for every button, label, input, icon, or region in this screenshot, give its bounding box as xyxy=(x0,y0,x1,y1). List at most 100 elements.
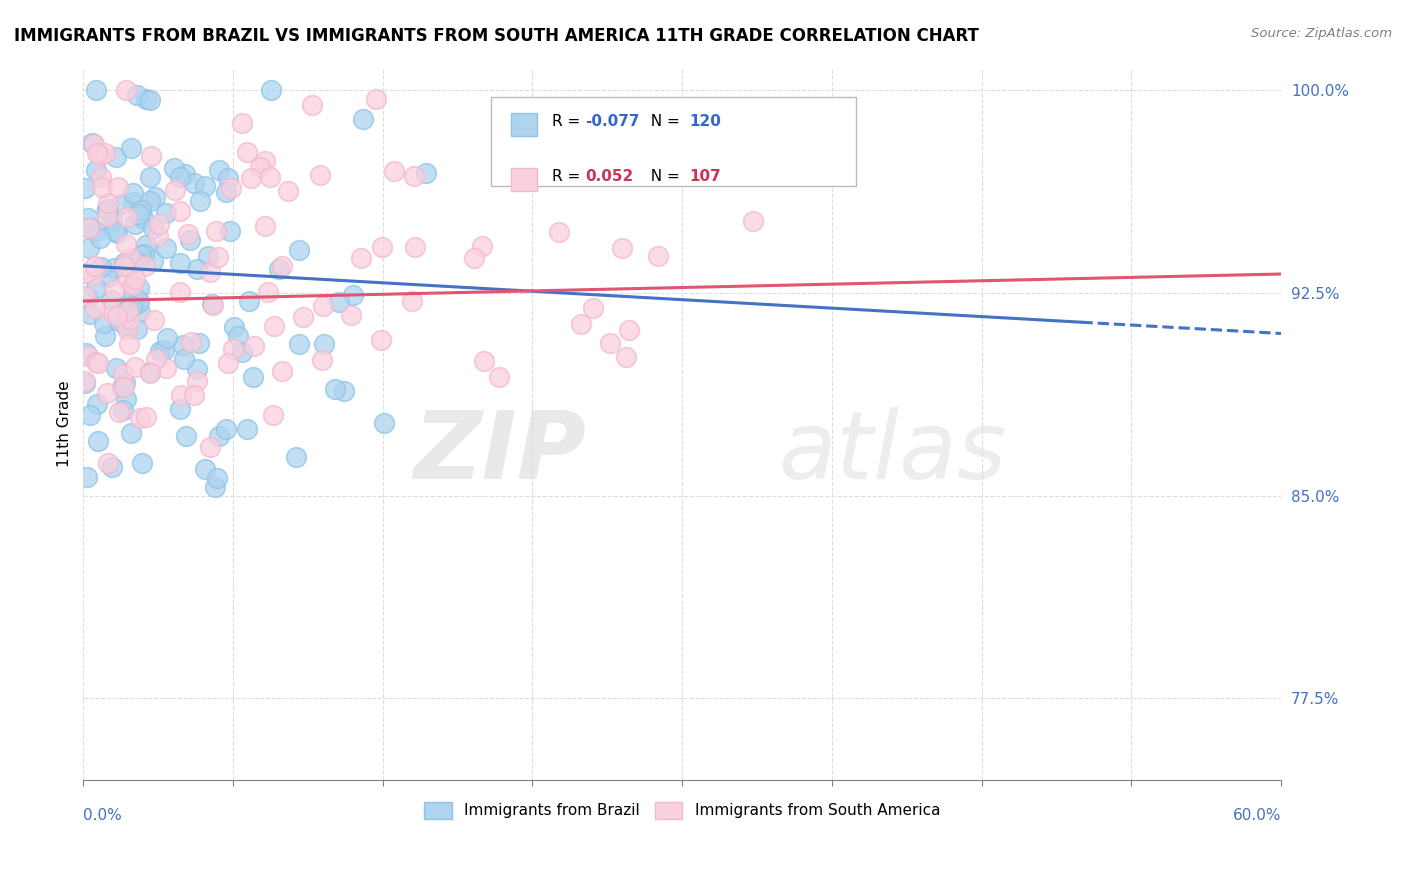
Point xyxy=(238,294,260,309)
Point xyxy=(139,365,162,379)
Text: IMMIGRANTS FROM BRAZIL VS IMMIGRANTS FROM SOUTH AMERICA 11TH GRADE CORRELATION C: IMMIGRANTS FROM BRAZIL VS IMMIGRANTS FRO… xyxy=(14,27,979,45)
Point xyxy=(107,180,129,194)
Point xyxy=(128,281,150,295)
Text: N =: N = xyxy=(641,114,685,129)
Point xyxy=(117,304,139,318)
Point xyxy=(138,194,160,209)
Point xyxy=(90,260,112,275)
Point xyxy=(120,141,142,155)
Point xyxy=(207,250,229,264)
Point xyxy=(155,360,177,375)
Point xyxy=(128,294,150,309)
Point xyxy=(217,170,239,185)
Point xyxy=(222,342,245,356)
Point xyxy=(89,230,111,244)
Text: 120: 120 xyxy=(689,114,721,129)
Point xyxy=(84,355,107,369)
Point xyxy=(117,336,139,351)
Point xyxy=(90,170,112,185)
Point xyxy=(107,313,129,327)
Point xyxy=(82,268,104,282)
Point xyxy=(112,256,135,270)
Point xyxy=(111,403,134,417)
Point xyxy=(96,386,118,401)
Point xyxy=(463,251,485,265)
Point xyxy=(111,368,134,382)
Point xyxy=(90,179,112,194)
Point xyxy=(75,181,97,195)
Point xyxy=(221,181,243,195)
Point xyxy=(285,450,308,465)
Point xyxy=(124,359,146,374)
Point xyxy=(96,209,118,223)
Point xyxy=(257,285,280,299)
Point xyxy=(488,370,510,384)
Point xyxy=(103,261,125,276)
Point xyxy=(647,249,669,263)
Text: R =: R = xyxy=(551,169,585,184)
Point xyxy=(240,170,263,185)
Point xyxy=(134,260,156,274)
Point xyxy=(288,337,311,351)
Point xyxy=(352,112,374,126)
Point xyxy=(131,202,153,217)
Point xyxy=(202,298,225,312)
Point xyxy=(169,285,191,300)
Point xyxy=(201,297,224,311)
Point xyxy=(135,92,157,106)
Point xyxy=(243,339,266,353)
Point xyxy=(308,168,330,182)
Point xyxy=(135,409,157,424)
Text: -0.077: -0.077 xyxy=(585,114,640,129)
Point xyxy=(93,316,115,330)
Point xyxy=(340,308,363,322)
Point xyxy=(75,289,97,303)
Point xyxy=(79,241,101,255)
Point xyxy=(84,281,107,295)
Point xyxy=(96,202,118,216)
Point xyxy=(259,170,281,185)
Point xyxy=(103,283,125,297)
Point xyxy=(121,299,143,313)
Point xyxy=(117,273,139,287)
Point xyxy=(236,145,259,160)
Point xyxy=(188,194,211,208)
Point xyxy=(142,221,165,235)
Point xyxy=(155,241,177,255)
Point xyxy=(472,354,495,368)
Point xyxy=(143,313,166,327)
Point xyxy=(259,83,281,97)
FancyBboxPatch shape xyxy=(491,97,856,186)
Point xyxy=(254,154,277,169)
Point xyxy=(122,277,145,292)
Point xyxy=(110,196,132,211)
Point xyxy=(135,238,157,252)
Point xyxy=(207,470,229,484)
Point xyxy=(105,360,128,375)
Point xyxy=(180,335,202,350)
Point xyxy=(86,397,108,411)
Point xyxy=(415,166,437,180)
Point xyxy=(312,299,335,313)
Point xyxy=(96,270,118,285)
Point xyxy=(87,356,110,370)
Point xyxy=(79,408,101,422)
Point xyxy=(217,357,239,371)
Point xyxy=(163,161,186,175)
Point xyxy=(402,169,425,183)
Point xyxy=(236,422,259,436)
Point xyxy=(401,294,423,309)
Point xyxy=(614,350,637,364)
Point xyxy=(153,343,176,358)
Point xyxy=(77,349,100,363)
Point xyxy=(105,309,128,323)
Point xyxy=(569,317,592,331)
Point xyxy=(148,217,170,231)
Text: 0.0%: 0.0% xyxy=(83,808,122,823)
Point xyxy=(169,203,191,218)
Point xyxy=(132,247,155,261)
Text: Source: ZipAtlas.com: Source: ZipAtlas.com xyxy=(1251,27,1392,40)
Point xyxy=(610,241,633,255)
Point xyxy=(75,376,97,390)
Point xyxy=(138,367,160,381)
